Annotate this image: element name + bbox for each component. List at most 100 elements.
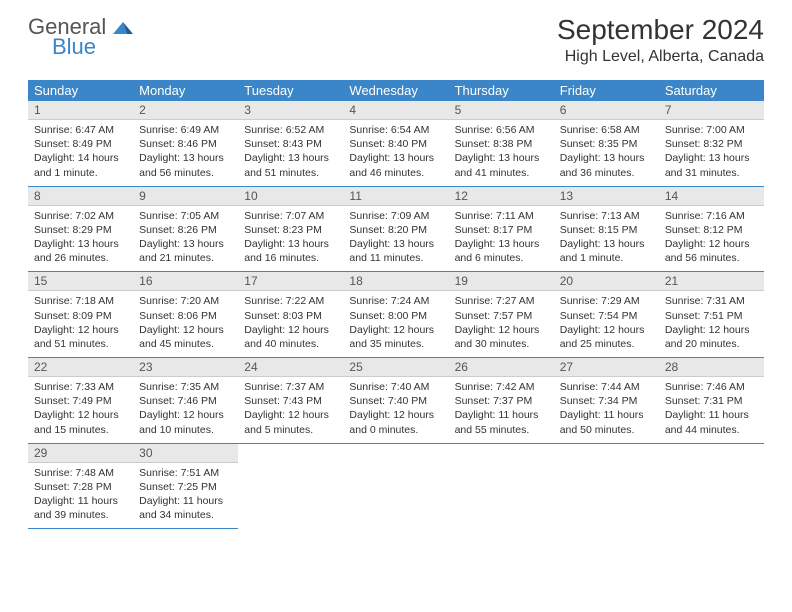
day-info-line: Sunset: 8:20 PM xyxy=(349,223,442,237)
day-info-line: Sunset: 8:38 PM xyxy=(455,137,548,151)
day-info: Sunrise: 7:29 AMSunset: 7:54 PMDaylight:… xyxy=(554,291,659,357)
day-info: Sunrise: 6:52 AMSunset: 8:43 PMDaylight:… xyxy=(238,120,343,186)
day-info: Sunrise: 7:40 AMSunset: 7:40 PMDaylight:… xyxy=(343,377,448,443)
day-number: 6 xyxy=(554,101,659,120)
day-info-line: Sunrise: 7:35 AM xyxy=(139,380,232,394)
header: General Blue September 2024 High Level, … xyxy=(0,0,792,72)
day-info-line: Daylight: 12 hours and 5 minutes. xyxy=(244,408,337,436)
day-info-line: Sunrise: 7:31 AM xyxy=(665,294,758,308)
col-tuesday: Tuesday xyxy=(238,80,343,101)
day-cell: 3Sunrise: 6:52 AMSunset: 8:43 PMDaylight… xyxy=(238,101,343,186)
week-row: 1Sunrise: 6:47 AMSunset: 8:49 PMDaylight… xyxy=(28,101,764,186)
empty-cell xyxy=(659,443,764,529)
day-info-line: Sunrise: 7:09 AM xyxy=(349,209,442,223)
day-number: 13 xyxy=(554,187,659,206)
day-number: 4 xyxy=(343,101,448,120)
day-info-line: Sunrise: 7:51 AM xyxy=(139,466,232,480)
logo-mark-icon xyxy=(113,18,133,39)
day-info: Sunrise: 7:27 AMSunset: 7:57 PMDaylight:… xyxy=(449,291,554,357)
day-number: 16 xyxy=(133,272,238,291)
day-info-line: Sunset: 8:29 PM xyxy=(34,223,127,237)
day-info-line: Sunset: 7:43 PM xyxy=(244,394,337,408)
day-number: 23 xyxy=(133,358,238,377)
day-number: 30 xyxy=(133,444,238,463)
title-block: September 2024 High Level, Alberta, Cana… xyxy=(557,14,764,66)
day-info-line: Daylight: 12 hours and 0 minutes. xyxy=(349,408,442,436)
empty-cell xyxy=(449,443,554,529)
day-info-line: Sunrise: 6:56 AM xyxy=(455,123,548,137)
day-info-line: Daylight: 12 hours and 30 minutes. xyxy=(455,323,548,351)
day-info-line: Daylight: 11 hours and 55 minutes. xyxy=(455,408,548,436)
day-info-line: Daylight: 12 hours and 35 minutes. xyxy=(349,323,442,351)
day-info: Sunrise: 7:20 AMSunset: 8:06 PMDaylight:… xyxy=(133,291,238,357)
day-number: 17 xyxy=(238,272,343,291)
day-info-line: Daylight: 12 hours and 25 minutes. xyxy=(560,323,653,351)
day-cell: 1Sunrise: 6:47 AMSunset: 8:49 PMDaylight… xyxy=(28,101,133,186)
day-cell: 28Sunrise: 7:46 AMSunset: 7:31 PMDayligh… xyxy=(659,358,764,444)
day-info: Sunrise: 6:47 AMSunset: 8:49 PMDaylight:… xyxy=(28,120,133,186)
day-info-line: Sunset: 8:12 PM xyxy=(665,223,758,237)
day-info-line: Daylight: 13 hours and 1 minute. xyxy=(560,237,653,265)
day-cell: 25Sunrise: 7:40 AMSunset: 7:40 PMDayligh… xyxy=(343,358,448,444)
day-info-line: Daylight: 11 hours and 39 minutes. xyxy=(34,494,127,522)
col-saturday: Saturday xyxy=(659,80,764,101)
logo: General Blue xyxy=(28,14,133,60)
day-info-line: Daylight: 11 hours and 50 minutes. xyxy=(560,408,653,436)
day-info-line: Sunset: 7:31 PM xyxy=(665,394,758,408)
day-info-line: Daylight: 13 hours and 56 minutes. xyxy=(139,151,232,179)
day-info: Sunrise: 7:46 AMSunset: 7:31 PMDaylight:… xyxy=(659,377,764,443)
day-info-line: Sunrise: 7:16 AM xyxy=(665,209,758,223)
day-info-line: Sunset: 8:26 PM xyxy=(139,223,232,237)
month-title: September 2024 xyxy=(557,14,764,46)
day-cell: 27Sunrise: 7:44 AMSunset: 7:34 PMDayligh… xyxy=(554,358,659,444)
empty-cell xyxy=(554,443,659,529)
day-cell: 29Sunrise: 7:48 AMSunset: 7:28 PMDayligh… xyxy=(28,443,133,529)
day-number: 3 xyxy=(238,101,343,120)
day-cell: 11Sunrise: 7:09 AMSunset: 8:20 PMDayligh… xyxy=(343,186,448,272)
day-info-line: Sunrise: 6:49 AM xyxy=(139,123,232,137)
day-info-line: Sunrise: 7:11 AM xyxy=(455,209,548,223)
day-info-line: Sunrise: 7:27 AM xyxy=(455,294,548,308)
day-info-line: Daylight: 13 hours and 36 minutes. xyxy=(560,151,653,179)
col-wednesday: Wednesday xyxy=(343,80,448,101)
week-row: 22Sunrise: 7:33 AMSunset: 7:49 PMDayligh… xyxy=(28,358,764,444)
day-info-line: Daylight: 12 hours and 20 minutes. xyxy=(665,323,758,351)
day-info-line: Daylight: 13 hours and 21 minutes. xyxy=(139,237,232,265)
day-cell: 16Sunrise: 7:20 AMSunset: 8:06 PMDayligh… xyxy=(133,272,238,358)
day-number: 12 xyxy=(449,187,554,206)
day-number: 29 xyxy=(28,444,133,463)
day-cell: 30Sunrise: 7:51 AMSunset: 7:25 PMDayligh… xyxy=(133,443,238,529)
col-thursday: Thursday xyxy=(449,80,554,101)
day-number: 21 xyxy=(659,272,764,291)
day-info: Sunrise: 7:22 AMSunset: 8:03 PMDaylight:… xyxy=(238,291,343,357)
day-cell: 24Sunrise: 7:37 AMSunset: 7:43 PMDayligh… xyxy=(238,358,343,444)
day-info-line: Sunset: 8:43 PM xyxy=(244,137,337,151)
day-info-line: Daylight: 11 hours and 44 minutes. xyxy=(665,408,758,436)
day-info: Sunrise: 7:31 AMSunset: 7:51 PMDaylight:… xyxy=(659,291,764,357)
col-monday: Monday xyxy=(133,80,238,101)
day-cell: 17Sunrise: 7:22 AMSunset: 8:03 PMDayligh… xyxy=(238,272,343,358)
day-info-line: Sunset: 7:54 PM xyxy=(560,309,653,323)
day-info-line: Sunset: 8:23 PM xyxy=(244,223,337,237)
day-info: Sunrise: 7:09 AMSunset: 8:20 PMDaylight:… xyxy=(343,206,448,272)
day-cell: 22Sunrise: 7:33 AMSunset: 7:49 PMDayligh… xyxy=(28,358,133,444)
day-number: 11 xyxy=(343,187,448,206)
col-friday: Friday xyxy=(554,80,659,101)
day-info: Sunrise: 7:48 AMSunset: 7:28 PMDaylight:… xyxy=(28,463,133,529)
day-number: 1 xyxy=(28,101,133,120)
day-info-line: Daylight: 12 hours and 15 minutes. xyxy=(34,408,127,436)
day-info: Sunrise: 7:16 AMSunset: 8:12 PMDaylight:… xyxy=(659,206,764,272)
day-info-line: Sunset: 7:40 PM xyxy=(349,394,442,408)
day-info-line: Sunset: 7:46 PM xyxy=(139,394,232,408)
day-info: Sunrise: 6:49 AMSunset: 8:46 PMDaylight:… xyxy=(133,120,238,186)
day-info-line: Sunrise: 7:07 AM xyxy=(244,209,337,223)
day-info: Sunrise: 6:54 AMSunset: 8:40 PMDaylight:… xyxy=(343,120,448,186)
day-info-line: Sunrise: 6:58 AM xyxy=(560,123,653,137)
day-info: Sunrise: 7:35 AMSunset: 7:46 PMDaylight:… xyxy=(133,377,238,443)
day-info-line: Sunrise: 6:54 AM xyxy=(349,123,442,137)
day-cell: 2Sunrise: 6:49 AMSunset: 8:46 PMDaylight… xyxy=(133,101,238,186)
day-info: Sunrise: 7:44 AMSunset: 7:34 PMDaylight:… xyxy=(554,377,659,443)
day-cell: 15Sunrise: 7:18 AMSunset: 8:09 PMDayligh… xyxy=(28,272,133,358)
day-cell: 9Sunrise: 7:05 AMSunset: 8:26 PMDaylight… xyxy=(133,186,238,272)
day-info-line: Sunrise: 6:47 AM xyxy=(34,123,127,137)
